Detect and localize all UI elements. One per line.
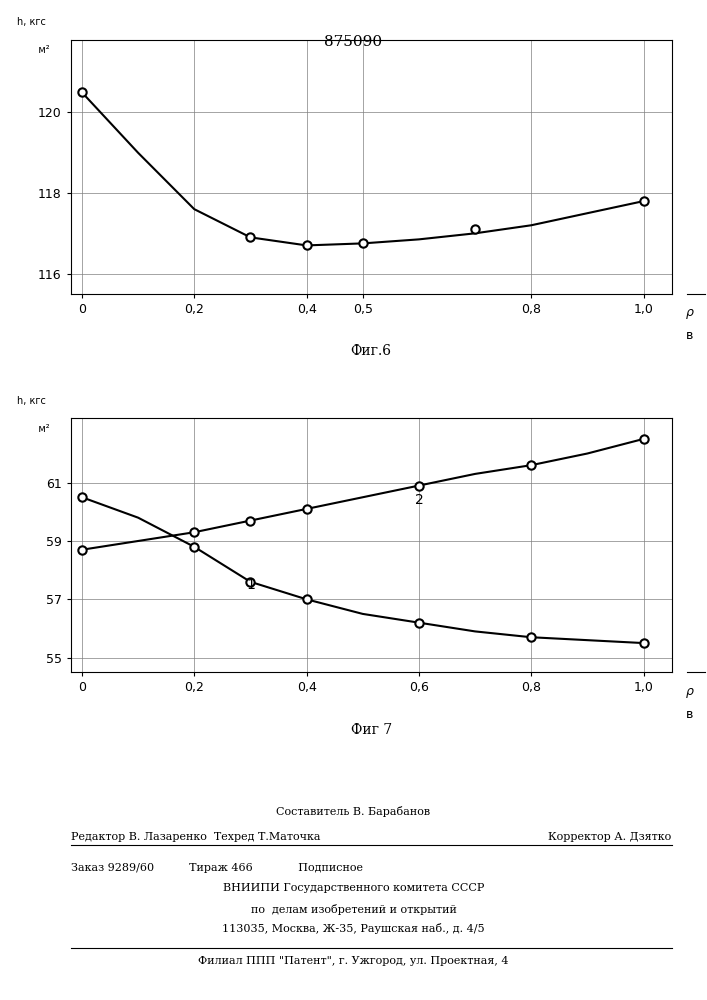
Text: h, кгс: h, кгс (17, 17, 45, 27)
Text: 1: 1 (246, 578, 255, 592)
Text: в: в (686, 708, 694, 721)
Text: Заказ 9289/60          Тираж 466             Подписное: Заказ 9289/60 Тираж 466 Подписное (71, 863, 363, 873)
Text: Фиг.6: Фиг.6 (351, 344, 392, 358)
Text: м²: м² (29, 45, 49, 55)
Text: 2: 2 (414, 493, 423, 507)
Text: Филиал ППП "Патент", г. Ужгород, ул. Проектная, 4: Филиал ППП "Патент", г. Ужгород, ул. Про… (198, 956, 509, 966)
Text: ρ: ρ (686, 685, 694, 698)
Text: h, кгс: h, кгс (17, 396, 45, 406)
Text: Корректор А. Дзятко: Корректор А. Дзятко (549, 832, 672, 842)
Text: Редактор В. Лазаренко  Техред Т.Маточка: Редактор В. Лазаренко Техред Т.Маточка (71, 832, 320, 842)
Text: ρ: ρ (686, 306, 694, 319)
Text: по  делам изобретений и открытий: по делам изобретений и открытий (250, 904, 457, 915)
Text: в: в (686, 329, 694, 342)
Text: Составитель В. Барабанов: Составитель В. Барабанов (276, 806, 431, 817)
Text: 875090: 875090 (325, 35, 382, 49)
Text: 113035, Москва, Ж-35, Раушская наб., д. 4/5: 113035, Москва, Ж-35, Раушская наб., д. … (222, 923, 485, 934)
Text: ВНИИПИ Государственного комитета СССР: ВНИИПИ Государственного комитета СССР (223, 883, 484, 893)
Text: м²: м² (29, 424, 49, 434)
Text: Фиг 7: Фиг 7 (351, 723, 392, 737)
